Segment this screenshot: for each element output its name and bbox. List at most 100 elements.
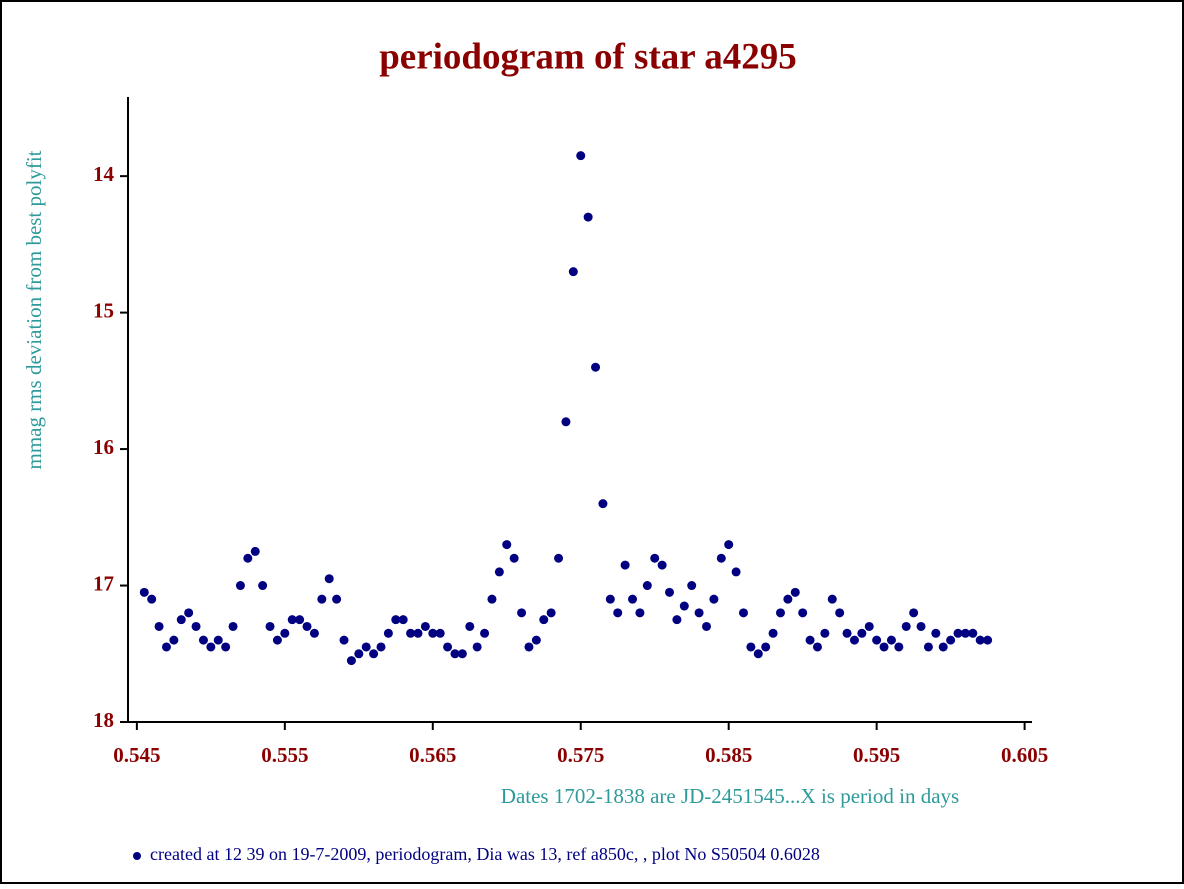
- point: [391, 615, 401, 625]
- point: [687, 581, 697, 591]
- point: [324, 574, 334, 584]
- point: [724, 540, 734, 550]
- point: [554, 553, 564, 563]
- point: [369, 649, 379, 659]
- x-tick-label: 0.565: [409, 743, 456, 767]
- point: [465, 621, 475, 631]
- point: [287, 615, 297, 625]
- point: [420, 621, 430, 631]
- point: [361, 642, 371, 652]
- point: [198, 635, 208, 645]
- point: [457, 649, 467, 659]
- point: [657, 560, 667, 570]
- point: [161, 642, 171, 652]
- point: [849, 635, 859, 645]
- point: [413, 628, 423, 638]
- y-tick-label: 15: [93, 298, 114, 322]
- point: [864, 621, 874, 631]
- point: [435, 628, 445, 638]
- point: [790, 587, 800, 597]
- point: [487, 594, 497, 604]
- y-tick-label: 16: [93, 435, 114, 459]
- point: [509, 553, 519, 563]
- point: [731, 567, 741, 577]
- x-axis-label: Dates 1702-1838 are JD-2451545...X is pe…: [501, 784, 959, 808]
- point: [761, 642, 771, 652]
- point: [265, 621, 275, 631]
- point: [812, 642, 822, 652]
- point: [398, 615, 408, 625]
- point: [591, 362, 601, 372]
- point: [228, 621, 238, 631]
- point: [805, 635, 815, 645]
- point: [472, 642, 482, 652]
- point: [258, 581, 268, 591]
- x-tick-label: 0.575: [557, 743, 604, 767]
- x-tick-label: 0.605: [1001, 743, 1048, 767]
- x-tick-label: 0.595: [853, 743, 900, 767]
- y-tick-label: 17: [93, 571, 114, 595]
- point: [783, 594, 793, 604]
- point: [738, 608, 748, 618]
- point: [191, 621, 201, 631]
- point: [613, 608, 623, 618]
- point: [561, 417, 571, 427]
- point: [679, 601, 689, 611]
- point: [354, 649, 364, 659]
- point: [702, 621, 712, 631]
- point: [494, 567, 504, 577]
- y-axis-label: mmag rms deviation from best polyfit: [22, 150, 46, 469]
- point: [909, 608, 919, 618]
- x-tick-label: 0.585: [705, 743, 752, 767]
- point: [672, 615, 682, 625]
- point: [139, 587, 149, 597]
- point: [376, 642, 386, 652]
- point: [184, 608, 194, 618]
- point: [428, 628, 438, 638]
- point: [820, 628, 830, 638]
- point: [383, 628, 393, 638]
- point: [576, 151, 586, 161]
- point: [768, 628, 778, 638]
- point: [901, 621, 911, 631]
- point: [694, 608, 704, 618]
- footer-bullet: [133, 852, 141, 860]
- point: [272, 635, 282, 645]
- point: [605, 594, 615, 604]
- point: [665, 587, 675, 597]
- point: [716, 553, 726, 563]
- x-tick-label: 0.555: [261, 743, 308, 767]
- point: [332, 594, 342, 604]
- y-tick-label: 18: [93, 708, 114, 732]
- point: [480, 628, 490, 638]
- point: [598, 499, 608, 509]
- point: [894, 642, 904, 652]
- point: [620, 560, 630, 570]
- point: [502, 540, 512, 550]
- point: [953, 628, 963, 638]
- point: [295, 615, 305, 625]
- point: [775, 608, 785, 618]
- point: [546, 608, 556, 618]
- point: [753, 649, 763, 659]
- x-tick-label: 0.545: [113, 743, 160, 767]
- footer: created at 12 39 on 19-7-2009, periodogr…: [150, 844, 820, 864]
- point: [154, 621, 164, 631]
- point: [975, 635, 985, 645]
- point: [886, 635, 896, 645]
- point: [642, 581, 652, 591]
- point: [872, 635, 882, 645]
- point: [650, 553, 660, 563]
- point: [243, 553, 253, 563]
- point: [931, 628, 941, 638]
- point: [147, 594, 157, 604]
- point: [235, 581, 245, 591]
- point: [842, 628, 852, 638]
- point: [517, 608, 527, 618]
- point: [983, 635, 993, 645]
- point: [968, 628, 978, 638]
- point: [250, 546, 260, 556]
